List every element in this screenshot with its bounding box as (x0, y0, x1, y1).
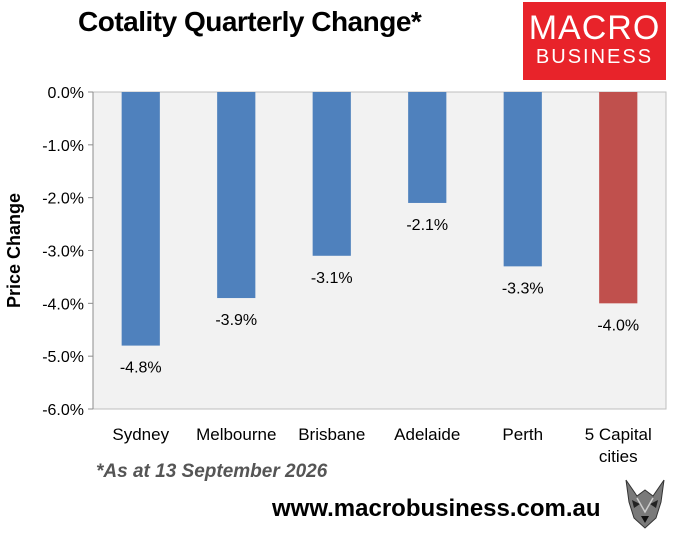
website-url[interactable]: www.macrobusiness.com.au (272, 495, 601, 522)
x-category-label: Brisbane (298, 425, 365, 444)
y-tick-label: -6.0% (42, 402, 84, 419)
x-category-label: Adelaide (394, 425, 460, 444)
bar (217, 92, 256, 299)
bar (408, 92, 447, 203)
y-axis-title: Price Change (4, 193, 24, 308)
macrobusiness-logo: MACRO BUSINESS (523, 2, 666, 80)
data-label: -4.0% (597, 317, 639, 334)
y-tick-label: -3.0% (42, 244, 84, 261)
y-tick-label: 0.0% (48, 85, 84, 102)
wolf-logo-icon (620, 476, 670, 531)
y-tick-label: -5.0% (42, 349, 84, 366)
x-category-label: cities (599, 447, 638, 466)
footnote: *As at 13 September 2026 (96, 461, 328, 482)
data-label: -3.1% (311, 270, 353, 287)
x-category-label: Sydney (112, 425, 169, 444)
y-tick-label: -4.0% (42, 296, 84, 313)
x-category-label: Melbourne (196, 425, 276, 444)
logo-line-2: BUSINESS (535, 46, 654, 68)
y-tick-label: -1.0% (42, 138, 84, 155)
y-tick-label: -2.0% (42, 191, 84, 208)
bar (312, 92, 351, 256)
data-label: -3.9% (215, 312, 257, 329)
x-category-label: Perth (502, 425, 543, 444)
data-label: -3.3% (502, 280, 544, 297)
plot-area (92, 91, 667, 410)
data-label: -4.8% (120, 360, 162, 377)
data-label: -2.1% (406, 217, 448, 234)
bar (121, 92, 160, 346)
bar (599, 92, 638, 304)
logo-line-1: MACRO (528, 9, 661, 47)
bar (503, 92, 542, 267)
chart-title: Cotality Quarterly Change* (78, 6, 422, 37)
x-category-label: 5 Capital (585, 425, 652, 444)
